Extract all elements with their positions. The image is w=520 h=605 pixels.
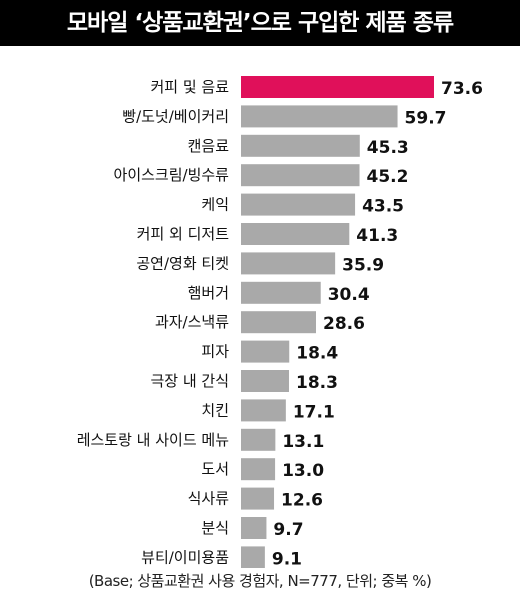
bar — [241, 281, 321, 304]
value-label: 9.7 — [273, 520, 303, 540]
bars — [241, 76, 434, 568]
category-label: 치킨 — [201, 401, 229, 419]
value-label: 18.3 — [296, 373, 338, 393]
category-label: 햄버거 — [188, 284, 229, 302]
category-label: 피자 — [201, 343, 229, 361]
value-label: 28.6 — [323, 314, 365, 334]
value-label: 13.1 — [282, 432, 324, 452]
value-label: 18.4 — [296, 344, 338, 364]
category-label: 극장 내 간식 — [150, 372, 229, 390]
bar — [241, 458, 276, 481]
category-label: 레스토랑 내 사이드 메뉴 — [77, 431, 229, 449]
category-label: 식사류 — [188, 490, 230, 508]
value-label: 45.2 — [367, 167, 409, 187]
value-label: 9.1 — [272, 549, 302, 568]
value-label: 35.9 — [342, 255, 384, 275]
value-label: 17.1 — [293, 402, 335, 422]
value-label: 43.5 — [362, 197, 404, 217]
value-label: 12.6 — [281, 491, 323, 511]
bar — [241, 311, 316, 334]
bar — [241, 105, 398, 128]
category-label: 도서 — [201, 460, 229, 478]
chart-title: 모바일 ‘상품교환권’으로 구입한 제품 종류 — [0, 0, 520, 46]
value-labels: 73.6 59.7 45.3 45.2 43.5 41.3 35.9 30.4 28.6 18.4… — [272, 79, 483, 568]
category-label: 과자/스낵류 — [155, 313, 229, 331]
value-label: 13.0 — [282, 461, 324, 481]
bar — [241, 134, 360, 157]
bar — [241, 487, 275, 510]
value-label: 45.3 — [367, 138, 409, 158]
value-label: 30.4 — [328, 285, 370, 305]
bar — [241, 193, 356, 216]
bar — [241, 340, 290, 363]
bar — [241, 546, 265, 568]
bar — [241, 370, 289, 392]
category-label: 커피 및 음료 — [150, 78, 229, 96]
footnote: (Base; 상품교환권 사용 경험자, N=777, 단위; 중복 %) — [88, 572, 432, 590]
bar — [241, 428, 276, 451]
value-label: 73.6 — [441, 79, 483, 99]
bar — [241, 223, 350, 245]
bar — [241, 517, 267, 539]
value-label: 59.7 — [405, 108, 447, 128]
category-label: 아이스크림/빙수류 — [114, 166, 230, 184]
bar — [241, 399, 286, 422]
value-label: 41.3 — [356, 226, 398, 246]
bar — [241, 252, 336, 275]
category-label: 케익 — [201, 196, 229, 214]
category-label: 분식 — [201, 519, 229, 537]
category-label: 빵/도넛/베이커리 — [122, 107, 229, 125]
bar — [241, 164, 360, 187]
bar — [241, 76, 434, 98]
category-label: 커피 외 디저트 — [137, 225, 230, 243]
category-label: 뷰티/이미용품 — [141, 548, 229, 566]
category-label: 공연/영화 티켓 — [136, 254, 229, 272]
category-label: 캔음료 — [188, 137, 230, 155]
